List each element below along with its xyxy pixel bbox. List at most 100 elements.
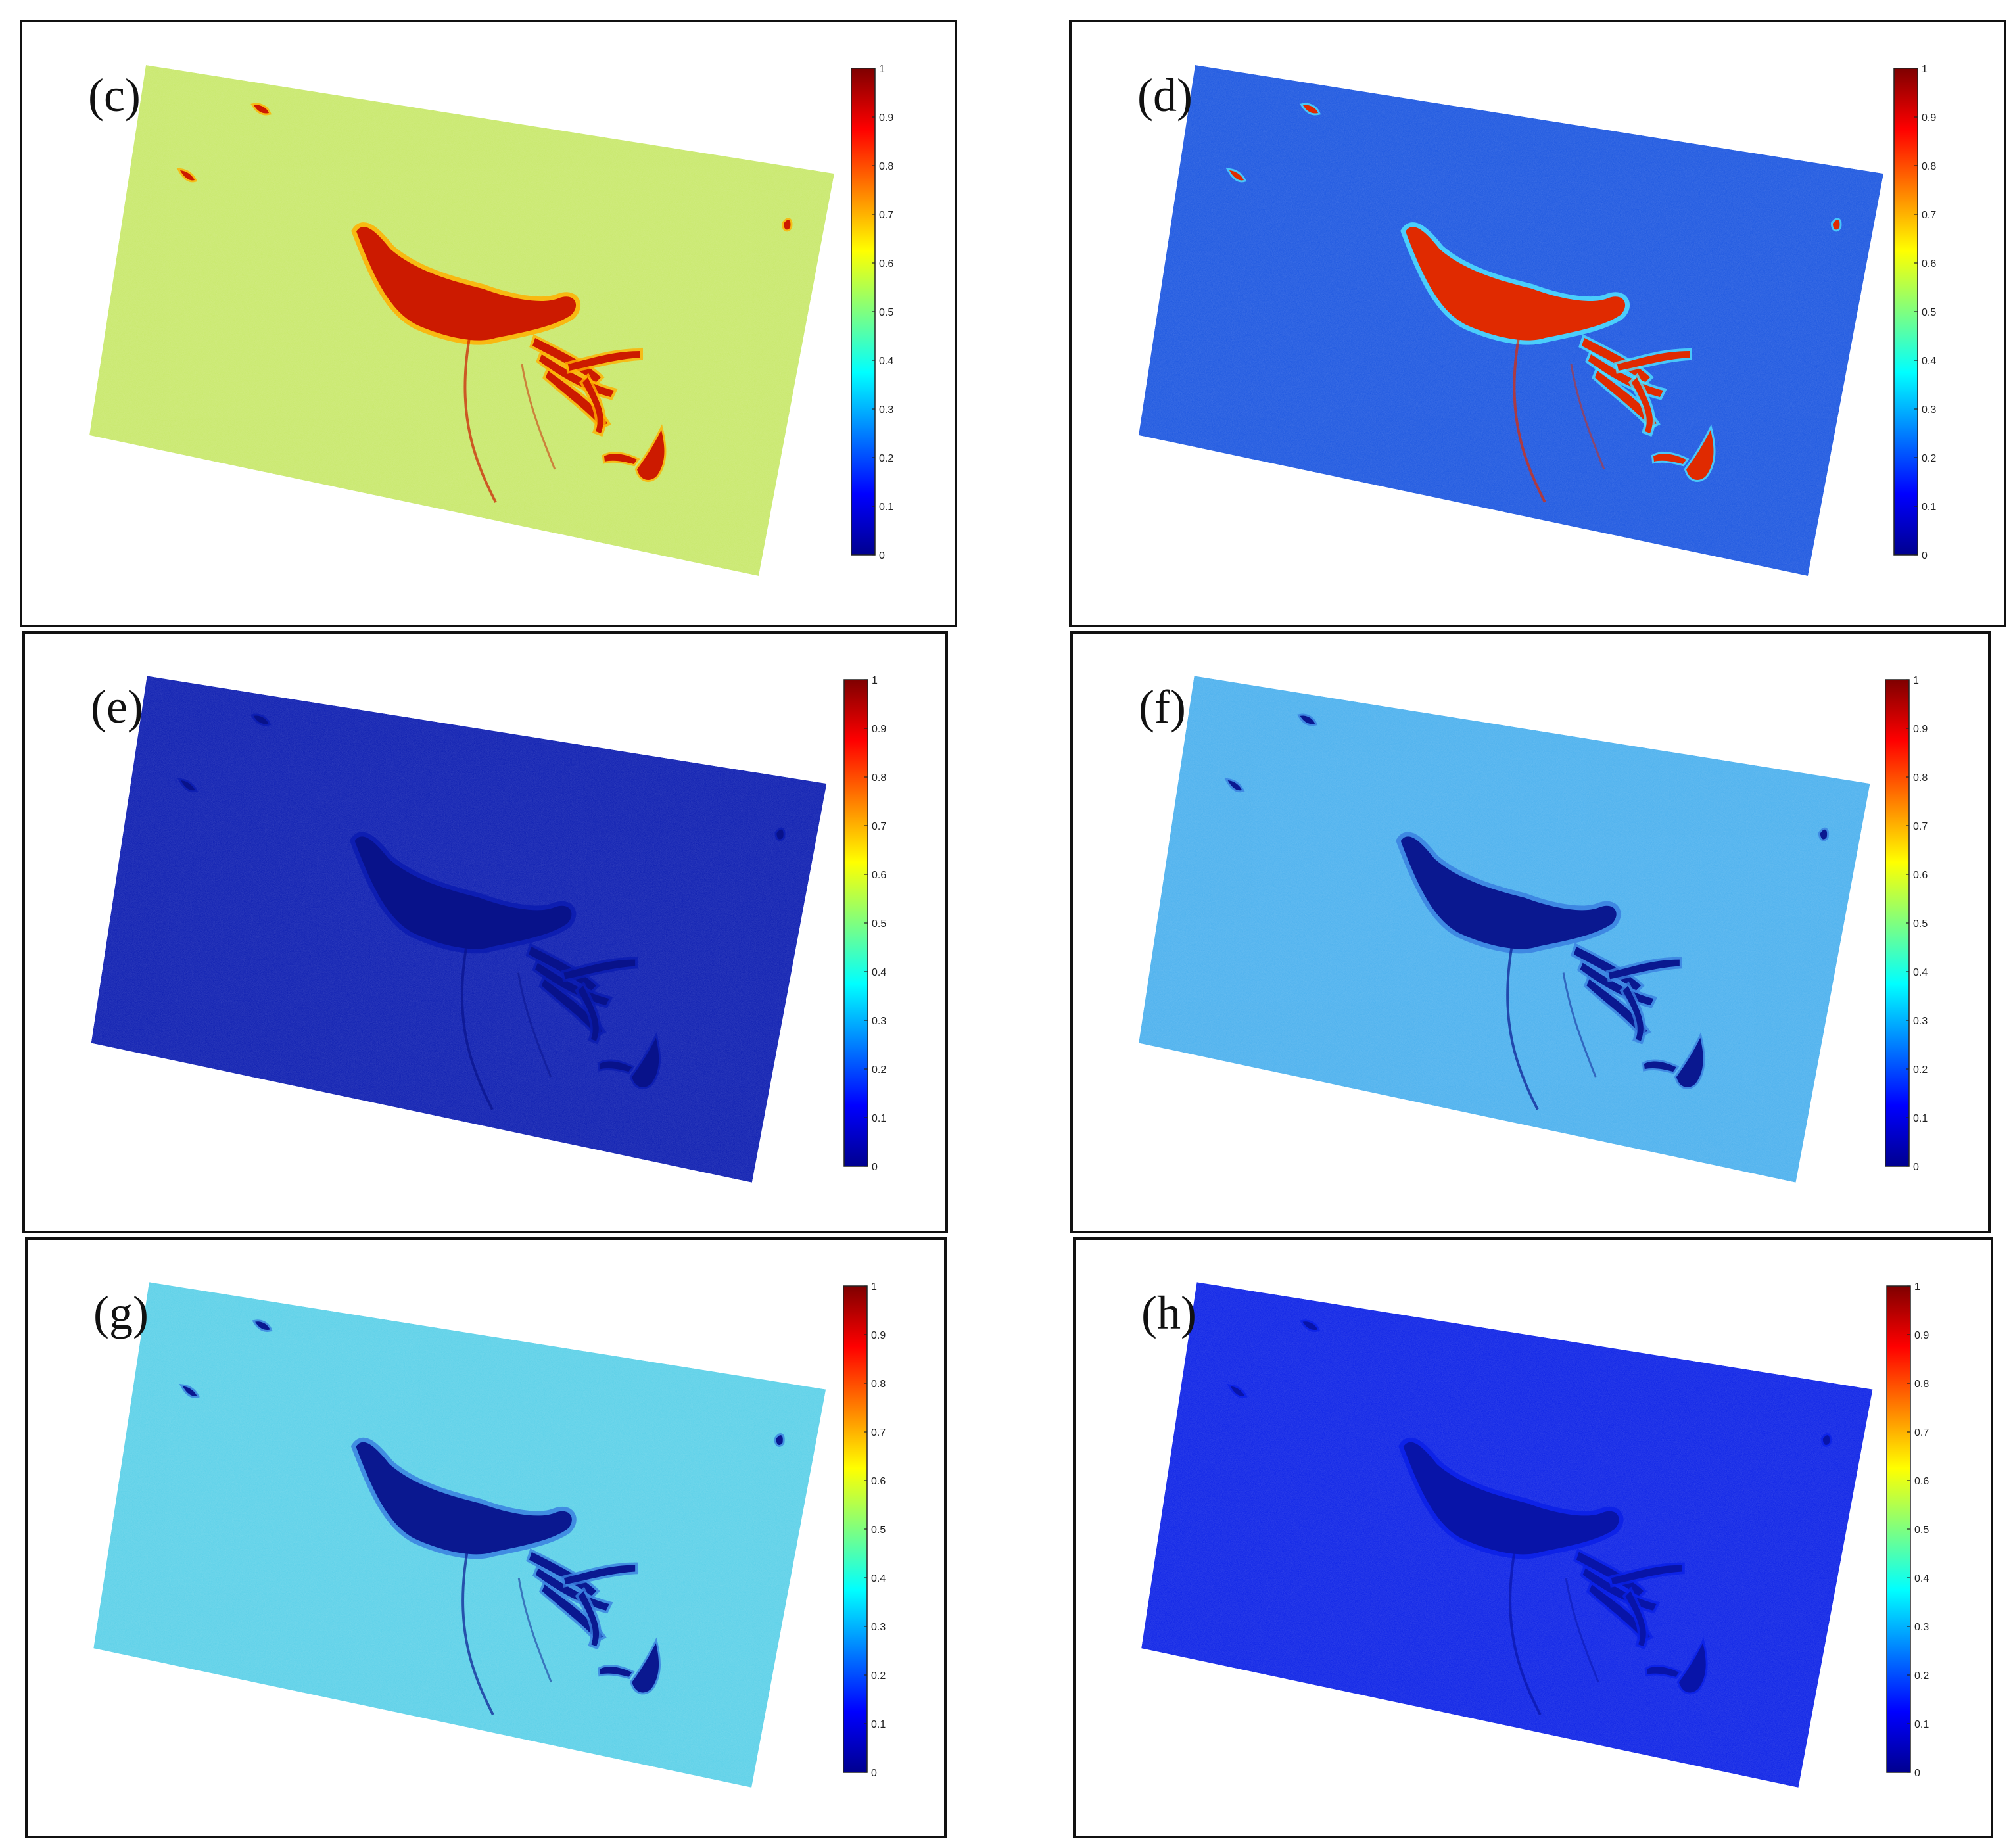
colorbar-tick-label: 0 bbox=[1914, 1768, 1920, 1779]
colorbar: 1 0.9 0.8 0.7 0.6 0.5 0.4 0.3 0.2 0.1 0 bbox=[1885, 675, 1928, 1173]
panel-label: (f) bbox=[1139, 680, 1186, 733]
panel-label: (c) bbox=[88, 69, 141, 122]
colorbar-tick-label: 0.8 bbox=[1913, 772, 1928, 784]
colorbar-gradient bbox=[843, 679, 868, 1167]
colorbar-tick-label: 0.5 bbox=[1914, 1525, 1929, 1536]
colorbar-tick-label: 0.3 bbox=[871, 1622, 886, 1633]
colorbar-tick-label: 0.3 bbox=[872, 1016, 886, 1027]
panel-label: (h) bbox=[1141, 1287, 1196, 1339]
colorbar-tick-label: 0.7 bbox=[879, 210, 893, 221]
colorbar-tick-label: 0.9 bbox=[872, 724, 886, 735]
colorbar-tick-label: 0.8 bbox=[871, 1379, 886, 1390]
colorbar-gradient bbox=[843, 1285, 868, 1773]
panel-label: (e) bbox=[91, 680, 143, 733]
panel-c: (c) 1 0.9 0.8 0.7 0.6 0.5 0.4 0.3 0.2 0.1 0 bbox=[20, 20, 957, 627]
colorbar-tick-label: 0.4 bbox=[1922, 356, 1936, 367]
colorbar-tick-label: 0 bbox=[1913, 1162, 1919, 1173]
colorbar-tick-label: 0.2 bbox=[1922, 453, 1936, 464]
colorbar-tick-label: 0.7 bbox=[872, 821, 886, 832]
colorbar-tick-label: 0.1 bbox=[879, 502, 893, 513]
scene-background bbox=[93, 1282, 826, 1788]
colorbar-gradient bbox=[1885, 679, 1910, 1167]
colorbar-tick-label: 0.9 bbox=[871, 1330, 886, 1341]
colorbar-tick-label: 0.9 bbox=[1913, 724, 1928, 735]
colorbar-tick-label: 0.2 bbox=[1914, 1670, 1929, 1682]
colorbar-tick-label: 0.9 bbox=[1914, 1330, 1929, 1341]
sar-scene-map bbox=[1139, 676, 1870, 1183]
colorbar-tick-label: 0.8 bbox=[1914, 1379, 1929, 1390]
colorbar-tick-label: 0.9 bbox=[1922, 112, 1936, 124]
panel-h: (h) 1 0.9 0.8 0.7 0.6 0.5 0.4 0.3 0.2 0.1 0 bbox=[1073, 1237, 1993, 1838]
colorbar-tick-label: 1 bbox=[1914, 1281, 1920, 1292]
colorbar-tick-label: 0.3 bbox=[1913, 1016, 1928, 1027]
colorbar-tick-label: 0.6 bbox=[872, 870, 886, 881]
colorbar-tick-label: 0.3 bbox=[1922, 404, 1936, 415]
colorbar-tick-label: 0.1 bbox=[872, 1113, 886, 1124]
colorbar-tick-label: 0.6 bbox=[879, 258, 893, 270]
colorbar: 1 0.9 0.8 0.7 0.6 0.5 0.4 0.3 0.2 0.1 0 bbox=[843, 1281, 886, 1779]
colorbar: 1 0.9 0.8 0.7 0.6 0.5 0.4 0.3 0.2 0.1 0 bbox=[851, 64, 893, 561]
panel-label: (g) bbox=[93, 1287, 149, 1339]
colorbar-tick-label: 0.3 bbox=[1914, 1622, 1929, 1633]
sar-scene-map bbox=[93, 1282, 826, 1788]
colorbar-tick-label: 0.1 bbox=[1922, 502, 1936, 513]
sar-scene-map bbox=[89, 65, 834, 576]
colorbar: 1 0.9 0.8 0.7 0.6 0.5 0.4 0.3 0.2 0.1 0 bbox=[1886, 1281, 1929, 1779]
colorbar-tick-label: 0.4 bbox=[871, 1573, 886, 1584]
scene-background bbox=[89, 65, 834, 576]
scene-background bbox=[91, 676, 827, 1183]
colorbar-tick-label: 0.1 bbox=[871, 1719, 886, 1730]
colorbar-tick-label: 0.5 bbox=[872, 918, 886, 930]
colorbar-tick-label: 0.8 bbox=[1922, 161, 1936, 172]
colorbar-tick-label: 0.2 bbox=[879, 453, 893, 464]
sar-scene-map bbox=[1141, 1282, 1873, 1788]
colorbar-tick-label: 1 bbox=[871, 1281, 877, 1292]
colorbar-tick-label: 0 bbox=[879, 550, 885, 561]
colorbar-tick-label: 1 bbox=[872, 675, 878, 686]
panel-label: (d) bbox=[1137, 69, 1193, 122]
panel-d: (d) 1 0.9 0.8 0.7 0.6 0.5 0.4 0.3 0.2 0.1 0 bbox=[1069, 20, 2006, 627]
sar-scene-map bbox=[91, 676, 827, 1183]
panel-f: (f) 1 0.9 0.8 0.7 0.6 0.5 0.4 0.3 0.2 0.1 0 bbox=[1070, 631, 1991, 1233]
colorbar-tick-label: 0.6 bbox=[1914, 1476, 1929, 1487]
panel-g: (g) 1 0.9 0.8 0.7 0.6 0.5 0.4 0.3 0.2 0.1 0 bbox=[25, 1237, 947, 1838]
colorbar-tick-label: 0.7 bbox=[1922, 210, 1936, 221]
colorbar-tick-label: 0 bbox=[872, 1162, 878, 1173]
colorbar-gradient bbox=[1886, 1285, 1911, 1773]
colorbar-tick-label: 0.4 bbox=[879, 356, 893, 367]
colorbar-tick-label: 0.5 bbox=[1922, 307, 1936, 318]
colorbar-tick-label: 1 bbox=[1913, 675, 1919, 686]
colorbar-tick-label: 1 bbox=[879, 64, 885, 75]
colorbar-tick-label: 0.5 bbox=[1913, 918, 1928, 930]
colorbar-tick-label: 0.2 bbox=[872, 1064, 886, 1076]
colorbar-tick-label: 0.7 bbox=[1913, 821, 1928, 832]
colorbar-tick-label: 0.5 bbox=[871, 1525, 886, 1536]
colorbar-tick-label: 0.6 bbox=[871, 1476, 886, 1487]
colorbar-tick-label: 0.1 bbox=[1914, 1719, 1929, 1730]
colorbar-tick-label: 0.9 bbox=[879, 112, 893, 124]
colorbar-tick-label: 0 bbox=[871, 1768, 877, 1779]
colorbar: 1 0.9 0.8 0.7 0.6 0.5 0.4 0.3 0.2 0.1 0 bbox=[1893, 64, 1936, 561]
colorbar-tick-label: 0.4 bbox=[1913, 967, 1928, 978]
colorbar-tick-label: 0.6 bbox=[1913, 870, 1928, 881]
colorbar-tick-label: 0.7 bbox=[871, 1427, 886, 1438]
colorbar-tick-label: 0.4 bbox=[872, 967, 886, 978]
colorbar-tick-label: 0.8 bbox=[879, 161, 893, 172]
sar-scene-map bbox=[1139, 65, 1883, 576]
scene-background bbox=[1139, 676, 1870, 1183]
colorbar: 1 0.9 0.8 0.7 0.6 0.5 0.4 0.3 0.2 0.1 0 bbox=[843, 675, 886, 1173]
colorbar-tick-label: 0.5 bbox=[879, 307, 893, 318]
scene-background bbox=[1141, 1282, 1873, 1788]
colorbar-tick-label: 0.7 bbox=[1914, 1427, 1929, 1438]
colorbar-tick-label: 0.8 bbox=[872, 772, 886, 784]
colorbar-tick-label: 0.6 bbox=[1922, 258, 1936, 270]
colorbar-tick-label: 0.2 bbox=[1913, 1064, 1928, 1076]
colorbar-tick-label: 0.1 bbox=[1913, 1113, 1928, 1124]
panel-e: (e) 1 0.9 0.8 0.7 0.6 0.5 0.4 0.3 0.2 0.1 0 bbox=[22, 631, 948, 1233]
colorbar-gradient bbox=[851, 68, 876, 556]
colorbar-tick-label: 0.3 bbox=[879, 404, 893, 415]
scene-background bbox=[1139, 65, 1883, 576]
colorbar-tick-label: 1 bbox=[1922, 64, 1928, 75]
colorbar-tick-label: 0.2 bbox=[871, 1670, 886, 1682]
colorbar-tick-label: 0.4 bbox=[1914, 1573, 1929, 1584]
